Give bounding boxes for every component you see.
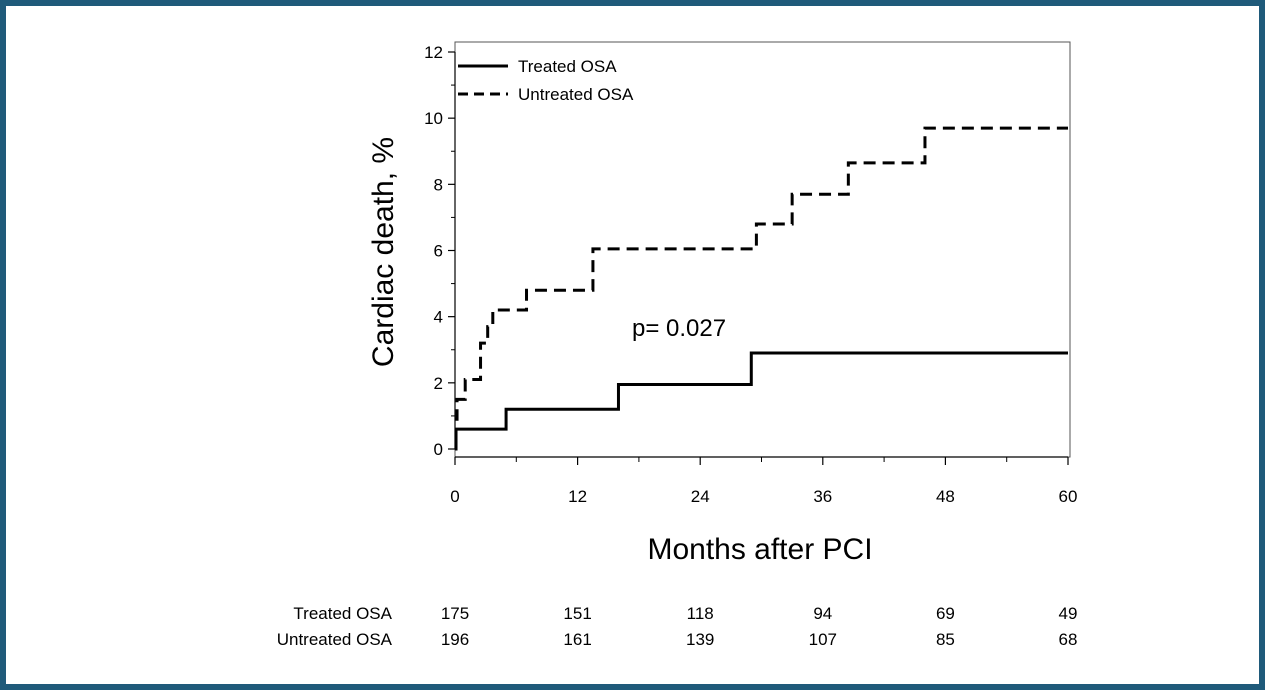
risk-count: 161	[563, 630, 591, 649]
y-tick-label: 6	[434, 242, 443, 261]
risk-count: 49	[1059, 604, 1078, 623]
x-tick-label: 0	[450, 487, 459, 506]
risk-count: 175	[441, 604, 469, 623]
x-axis-title: Months after PCI	[647, 533, 872, 566]
x-axis: 0 12 24 36 48 60	[450, 456, 1078, 506]
legend-label: Untreated OSA	[518, 85, 634, 104]
risk-row-label: Untreated OSA	[277, 630, 393, 649]
risk-count: 151	[563, 604, 591, 623]
risk-count: 139	[686, 630, 714, 649]
risk-count: 107	[809, 630, 837, 649]
y-axis: 0 2 4 6 8 10 12	[424, 43, 456, 459]
legend-label: Treated OSA	[518, 57, 617, 76]
y-tick-label: 8	[434, 175, 443, 194]
y-tick-label: 10	[424, 109, 443, 128]
legend: Treated OSA Untreated OSA	[458, 57, 634, 104]
x-tick-label: 24	[691, 487, 710, 506]
treated-osa-curve	[454, 351, 1068, 451]
risk-count: 118	[687, 604, 714, 623]
risk-count: 196	[441, 630, 469, 649]
risk-table: Treated OSA 175 151 118 94 69 49 Untreated OSA 1…	[277, 604, 1078, 649]
survival-curves	[454, 126, 1068, 451]
y-axis-title: Cardiac death, %	[367, 137, 400, 367]
x-tick-label: 48	[936, 487, 955, 506]
x-tick-label: 36	[813, 487, 832, 506]
y-tick-label: 12	[424, 43, 443, 62]
risk-count: 69	[936, 604, 955, 623]
risk-row-label: Treated OSA	[293, 604, 392, 623]
x-tick-label: 12	[568, 487, 587, 506]
y-tick-label: 2	[434, 374, 443, 393]
x-tick-label: 60	[1059, 487, 1078, 506]
y-tick-label: 0	[434, 440, 443, 459]
risk-count: 94	[813, 604, 832, 623]
plot-area-border	[454, 41, 1071, 458]
p-value-annotation: p= 0.027	[632, 315, 726, 342]
risk-count: 85	[936, 630, 955, 649]
untreated-osa-curve	[455, 126, 1068, 421]
y-tick-label: 4	[434, 308, 443, 327]
risk-count: 68	[1059, 630, 1078, 649]
